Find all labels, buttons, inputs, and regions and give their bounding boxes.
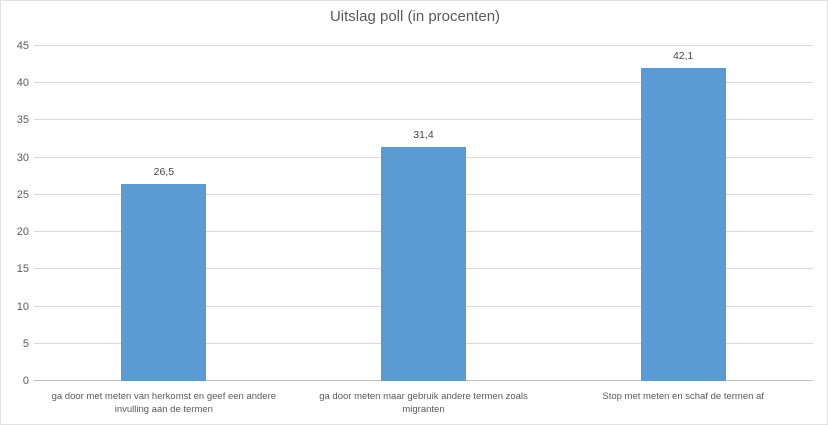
bar-1 <box>121 183 207 381</box>
x-category-label-2: ga door meten maar gebruik andere termen… <box>319 391 528 415</box>
y-tick-label-5: 5 <box>22 337 29 350</box>
y-tick-label-0: 0 <box>22 375 29 387</box>
y-tick-label-10: 10 <box>16 300 29 313</box>
bar-value-label-3: 42,1 <box>672 49 694 62</box>
bar-2 <box>381 147 466 381</box>
x-category-label-1: ga door met meten van herkomst en geef e… <box>51 391 277 415</box>
y-tick-label-30: 30 <box>16 151 29 164</box>
plot-area: 26,5 31,4 42,1 <box>34 45 813 381</box>
gridline-40 <box>34 82 813 84</box>
gridline-45 <box>34 45 813 46</box>
bar-value-label-2: 31,4 <box>413 129 434 142</box>
y-tick-label-15: 15 <box>16 263 29 276</box>
y-tick-label-25: 25 <box>16 188 29 201</box>
y-tick-label-40: 40 <box>16 77 29 90</box>
y-tick-label-35: 35 <box>16 114 29 127</box>
bar-3 <box>640 67 726 381</box>
x-category-label-3: Stop met meten en schaf de termen af <box>602 391 764 402</box>
chart-title: Uitslag poll (in procenten) <box>329 8 501 25</box>
y-tick-label-45: 45 <box>16 40 29 52</box>
y-tick-label-20: 20 <box>16 226 29 239</box>
gridline-35 <box>34 119 813 121</box>
bar-value-label-1: 26,5 <box>153 165 175 178</box>
